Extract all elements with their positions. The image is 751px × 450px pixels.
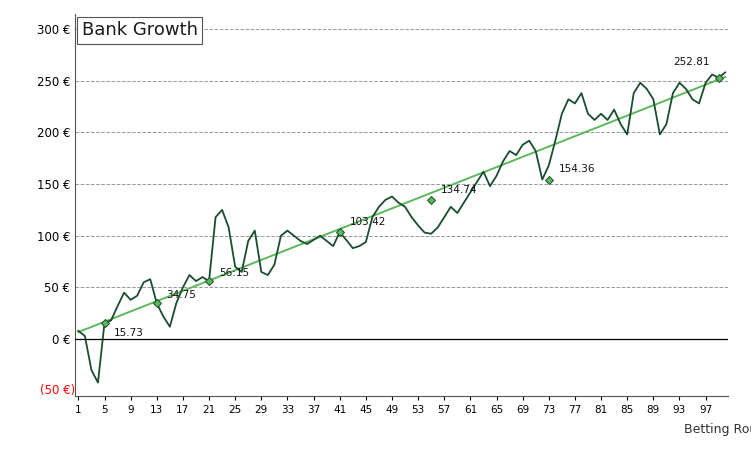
Text: 56:15: 56:15 [219,268,249,278]
Text: 252.81: 252.81 [673,58,710,68]
Text: 154.36: 154.36 [559,164,595,174]
Text: 103.42: 103.42 [349,217,386,227]
Text: 15.73: 15.73 [114,328,144,338]
Text: 34.75: 34.75 [167,290,197,300]
Text: (50 €): (50 €) [40,384,75,397]
Text: Bank Growth: Bank Growth [82,21,198,39]
Text: 134.74: 134.74 [441,184,478,194]
X-axis label: Betting Round: Betting Round [684,423,751,436]
